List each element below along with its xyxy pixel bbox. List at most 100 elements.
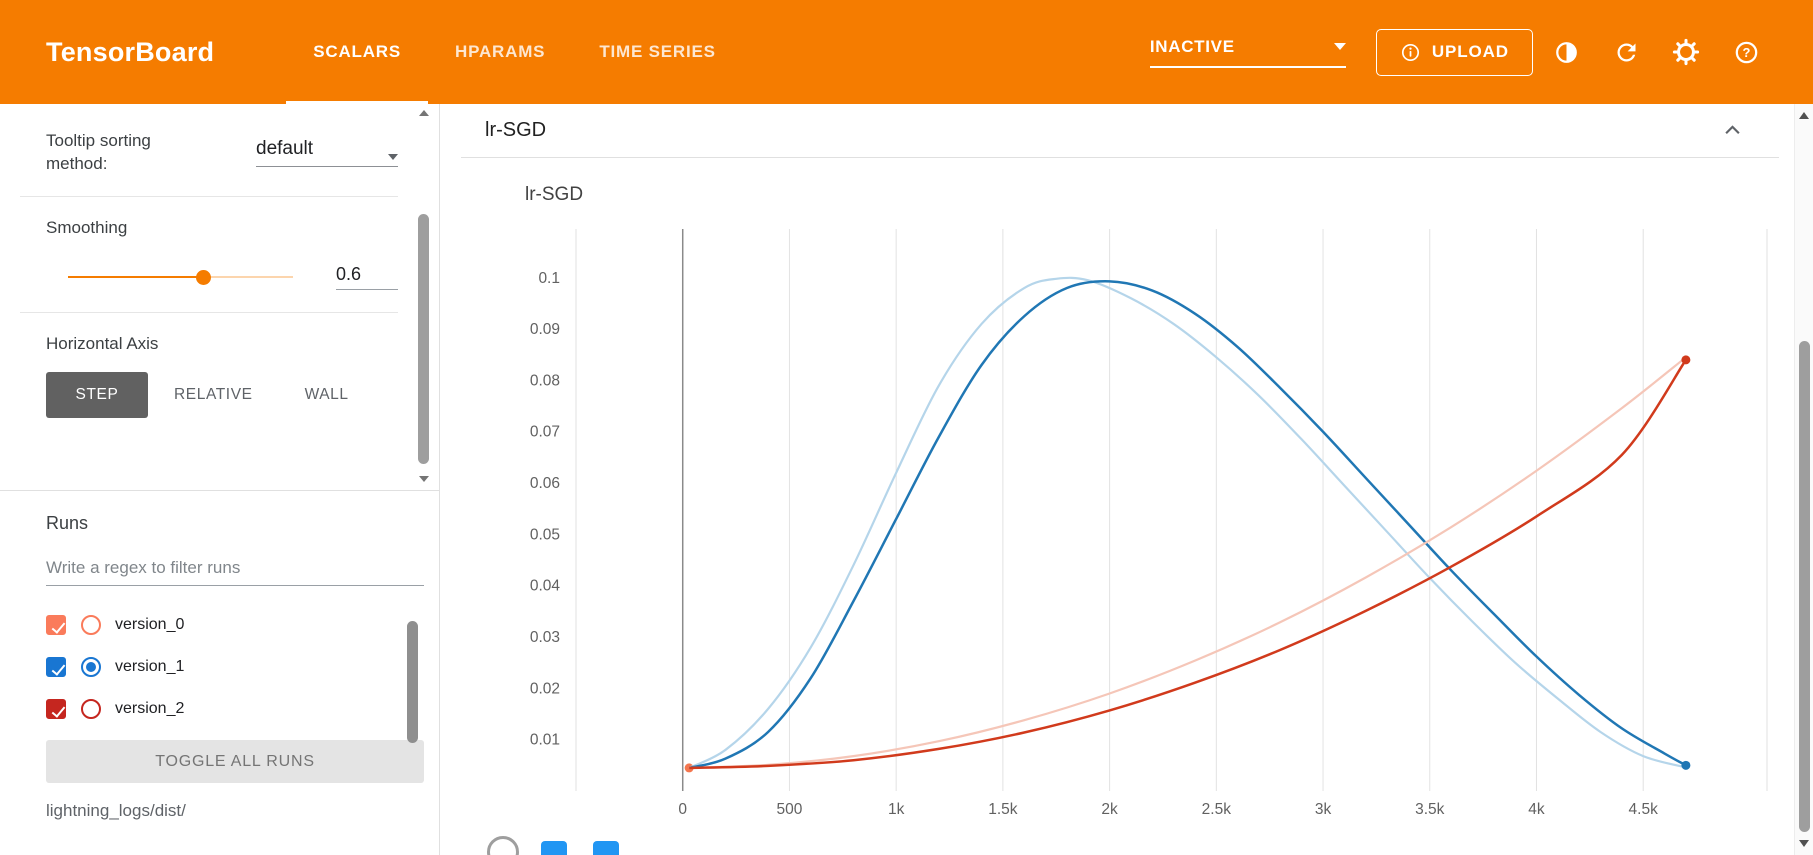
gear-icon [1672,38,1700,66]
tooltip-sorting-row: Tooltip sorting method: default [46,130,398,176]
run-checkbox-version-2[interactable] [46,699,66,719]
svg-text:3.5k: 3.5k [1415,801,1445,818]
help-icon: ? [1735,41,1757,63]
card-title: lr-SGD [485,119,547,141]
scroll-up-arrow-icon[interactable] [1799,112,1809,119]
collapse-card-button[interactable] [1718,117,1747,144]
svg-text:3k: 3k [1315,801,1332,818]
page-scrollbar[interactable] [1794,104,1813,855]
run-checkbox-version-1[interactable] [46,657,66,677]
general-settings-panel: Tooltip sorting method: default Smoothin… [0,104,439,491]
svg-text:0.02: 0.02 [530,680,560,697]
scroll-up-arrow-icon[interactable] [419,110,429,116]
chevron-down-icon [1333,43,1346,50]
tab-scalars[interactable]: SCALARS [286,0,428,104]
smoothing-slider-fill [68,275,203,279]
svg-text:1.5k: 1.5k [988,801,1018,818]
refresh-button[interactable] [1599,25,1653,79]
radio-dot [86,662,96,672]
scalar-line-chart[interactable]: 0 500 1k 1.5k 2k 2.5k 3k 3.5k 4k 4.5k 0.01 0.02 0.03… [484,220,1779,833]
svg-text:4k: 4k [1528,801,1545,818]
tooltip-sorting-select[interactable]: default [256,138,398,167]
settings-sidebar: Tooltip sorting method: default Smoothin… [0,104,440,855]
svg-text:0: 0 [678,801,687,818]
runs-filter-input[interactable] [46,558,424,586]
run-row-version-1: version_1 [46,646,398,688]
run-checkbox-version-0[interactable] [46,615,66,635]
tooltip-sorting-label: Tooltip sorting method: [46,131,151,173]
smoothing-value-input[interactable] [336,263,398,290]
svg-text:0.06: 0.06 [530,475,560,492]
theme-toggle-button[interactable] [1539,25,1593,79]
run-radio-version-2[interactable] [81,699,101,719]
contrast-icon [1555,41,1577,63]
status-dropdown-value: INACTIVE [1149,36,1235,56]
chart-footer-toolbar [487,836,619,855]
axis-relative-button[interactable]: RELATIVE [148,372,279,418]
scroll-down-arrow-icon[interactable] [419,476,429,482]
svg-text:1k: 1k [888,801,905,818]
svg-text:0.08: 0.08 [530,372,560,389]
svg-text:?: ? [1742,45,1750,60]
svg-text:4.5k: 4.5k [1629,801,1659,818]
svg-text:2k: 2k [1101,801,1118,818]
svg-text:0.05: 0.05 [530,526,560,543]
run-name[interactable]: version_2 [115,700,185,717]
refresh-icon [1617,42,1635,61]
upload-button[interactable]: UPLOAD [1375,28,1533,76]
run-name[interactable]: version_1 [115,658,185,675]
toggle-all-runs-button[interactable]: TOGGLE ALL RUNS [46,740,424,783]
page-scrollbar-thumb[interactable] [1798,341,1810,832]
run-row-version-2: version_2 [46,688,398,730]
run-list-scrollbar-thumb[interactable] [407,621,418,743]
run-row-version-0: version_0 [46,604,398,646]
svg-text:500: 500 [777,801,803,818]
divider [20,195,398,197]
smoothing-row [46,262,398,292]
settings-scrollbar[interactable] [418,110,430,482]
scroll-down-arrow-icon[interactable] [1799,840,1809,847]
upload-label: UPLOAD [1431,42,1509,61]
chart-footer-icon-circle[interactable] [487,836,519,855]
svg-text:0.1: 0.1 [538,270,560,287]
tab-bar: SCALARS HPARAMS TIME SERIES [286,0,743,104]
run-name[interactable]: version_0 [115,616,185,633]
app-logo[interactable]: TensorBoard [46,36,215,67]
status-dropdown[interactable]: INACTIVE [1149,36,1346,68]
scalar-card-lr-sgd: lr-SGD lr-SGD 0 500 1k 1.5k 2k 2.5k 3k 3.5k 4k 4.… [461,104,1779,833]
horizontal-axis-label: Horizontal Axis [46,333,159,353]
run-radio-version-0[interactable] [81,615,101,635]
main-content: lr-SGD lr-SGD 0 500 1k 1.5k 2k 2.5k 3k 3.5k 4k 4.… [440,104,1813,855]
horizontal-axis-buttons: STEP RELATIVE WALL [46,371,398,418]
app-body: Tooltip sorting method: default Smoothin… [0,104,1813,855]
tab-time-series[interactable]: TIME SERIES [599,42,716,61]
tooltip-sorting-value: default [256,138,314,159]
runs-title: Runs [46,513,89,533]
info-icon [1401,43,1419,61]
run-list: version_0 version_1 version_2 [46,604,398,730]
smoothing-slider[interactable] [68,269,293,285]
settings-scrollbar-thumb[interactable] [418,214,429,464]
svg-text:2.5k: 2.5k [1202,801,1232,818]
axis-wall-button[interactable]: WALL [279,372,375,418]
svg-text:0.04: 0.04 [530,578,561,595]
log-directory-path: lightning_logs/dist/ [46,801,186,820]
help-button[interactable]: ? [1719,25,1773,79]
settings-button[interactable] [1659,25,1713,79]
axis-step-button[interactable]: STEP [46,371,148,418]
chevron-up-icon [1725,125,1740,134]
chevron-down-icon [388,154,398,160]
tab-hparams[interactable]: HPARAMS [455,42,546,61]
run-radio-version-1[interactable] [81,657,101,677]
smoothing-slider-thumb[interactable] [196,269,211,285]
header-actions: INACTIVE UPLOAD [1149,25,1773,79]
card-header[interactable]: lr-SGD [461,104,1779,158]
header: TensorBoard SCALARS HPARAMS TIME SERIES … [0,0,1813,104]
chart-footer-icon-square-2[interactable] [593,841,619,855]
svg-text:0.03: 0.03 [530,629,560,646]
svg-text:0.07: 0.07 [530,424,560,441]
chart-footer-icon-square-1[interactable] [541,841,567,855]
runs-panel: Runs version_0 version_1 [0,491,439,821]
svg-text:0.09: 0.09 [530,321,560,338]
